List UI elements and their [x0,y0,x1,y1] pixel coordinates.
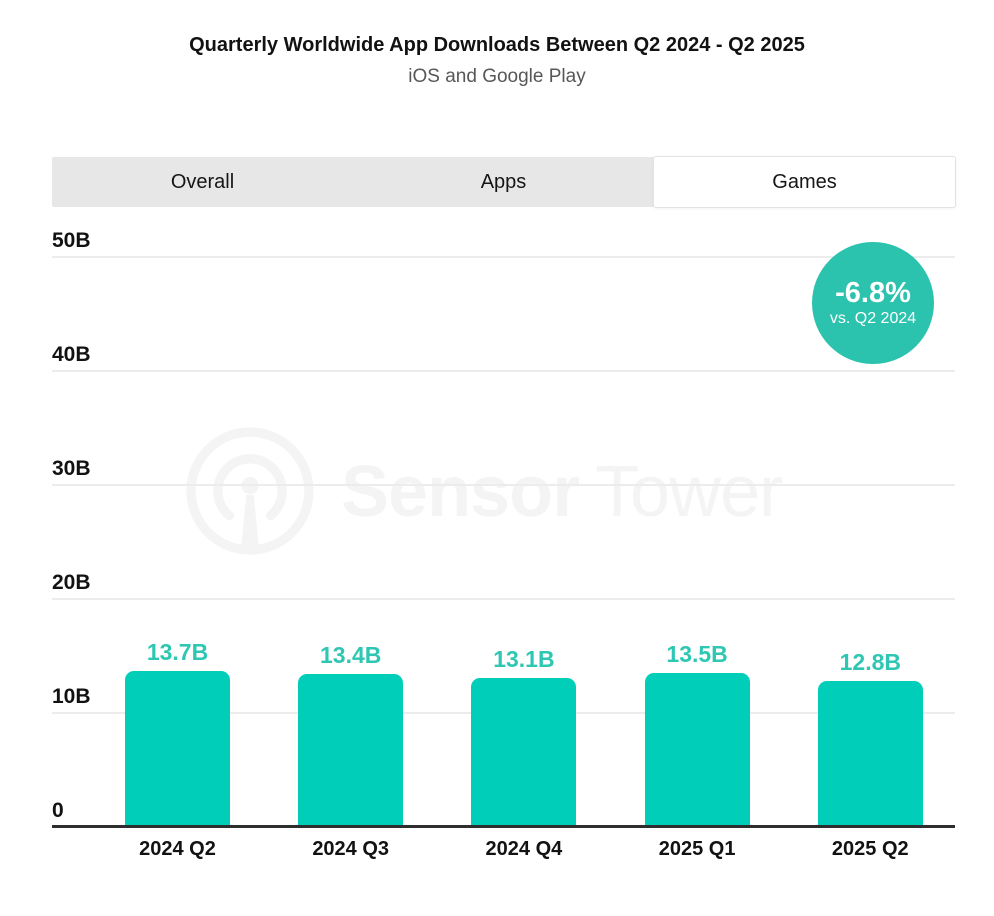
tab-bar: Overall Apps Games [52,157,955,207]
change-badge-value: -6.8% [835,277,911,309]
bar-2024-q4 [471,678,577,827]
y-axis-tick-20b: 20B [52,571,91,594]
gridline-40b [52,370,955,372]
change-badge: -6.8% vs. Q2 2024 [812,242,934,364]
y-axis-tick-50b: 50B [52,229,91,252]
bar-2024-q3 [298,674,404,827]
x-axis-label-2024-q4: 2024 Q4 [485,838,563,860]
tab-apps[interactable]: Apps [480,170,527,193]
x-axis-label-2025-q1: 2025 Q1 [658,838,736,860]
y-axis-tick-30b: 30B [52,457,91,480]
bar-value-label-2025-q2: 12.8B [839,649,901,675]
x-axis-label-2025-q2: 2025 Q2 [831,838,909,860]
bar-value-label-2024-q2: 13.7B [146,639,209,665]
gridline-30b [52,484,955,486]
bar-value-label-2025-q1: 13.5B [666,641,728,667]
bar-2025-q2 [817,681,923,827]
chart-title: Quarterly Worldwide App Downloads Betwee… [189,34,805,56]
x-axis-label-2024-q3: 2024 Q3 [312,838,390,860]
bar-value-label-2024-q4: 13.1B [493,646,555,672]
y-axis-tick-40b: 40B [52,343,91,366]
y-axis-tick-10b: 10B [52,685,91,708]
tab-overall[interactable]: Overall [170,170,235,193]
bar-2024-q2 [125,671,230,827]
gridline-50b [52,256,955,258]
y-axis-tick-0: 0 [52,799,64,822]
gridline-20b [52,598,955,600]
tab-games[interactable]: Games [654,157,955,207]
chart-subtitle: iOS and Google Play [408,66,586,87]
bar-value-label-2024-q3: 13.4B [320,642,382,668]
change-badge-caption: vs. Q2 2024 [829,310,917,327]
bar-2025-q1 [644,673,750,827]
x-axis-label-2024-q2: 2024 Q2 [139,838,216,860]
x-axis-line [52,825,955,828]
